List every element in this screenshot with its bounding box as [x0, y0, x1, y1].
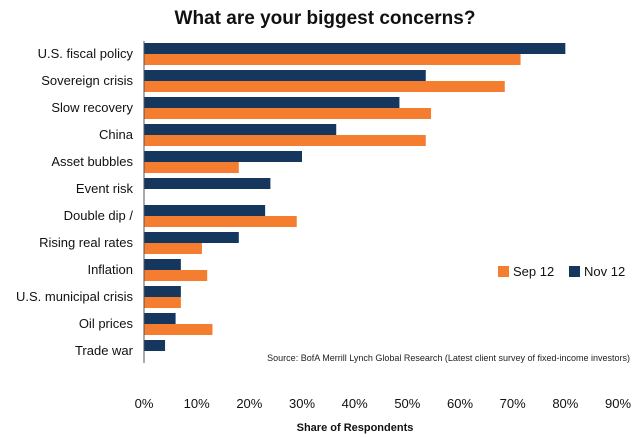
category-labels: U.S. fiscal policy Sovereign crisis Slow r…	[16, 46, 134, 358]
bar-nov-12-rising-real-rates	[144, 232, 239, 243]
category-label-slow-recovery: Slow recovery	[51, 100, 133, 115]
bar-sep-12-rising-real-rates	[144, 243, 202, 254]
bar-sep-12-china	[144, 135, 426, 146]
category-label-trade-war: Trade war	[75, 343, 134, 358]
legend: Sep 12 Nov 12	[498, 264, 625, 279]
bar-sep-12-u-s-municipal-crisis	[144, 297, 181, 308]
legend-label-sep-12: Sep 12	[513, 264, 554, 279]
category-label-double-dip: Double dip /	[64, 208, 134, 223]
x-tick-70: 70%	[500, 396, 526, 411]
bar-nov-12-inflation	[144, 259, 181, 270]
legend-label-nov-12: Nov 12	[584, 264, 625, 279]
bar-nov-12-u-s-municipal-crisis	[144, 286, 181, 297]
category-label-event-risk: Event risk	[76, 181, 134, 196]
source-note: Source: BofA Merrill Lynch Global Resear…	[267, 353, 630, 363]
x-tick-60: 60%	[447, 396, 473, 411]
bar-nov-12-double-dip	[144, 205, 266, 216]
category-label-oil-prices: Oil prices	[79, 316, 134, 331]
bar-sep-12-asset-bubbles	[144, 162, 239, 173]
category-label-rising-real-rates: Rising real rates	[39, 235, 133, 250]
category-label-u-s-municipal-crisis: U.S. municipal crisis	[16, 289, 134, 304]
bar-nov-12-slow-recovery	[144, 97, 400, 108]
x-axis-title: Share of Respondents	[297, 422, 414, 434]
category-label-asset-bubbles: Asset bubbles	[51, 154, 133, 169]
legend-swatch-nov-12	[569, 266, 580, 277]
bar-sep-12-oil-prices	[144, 324, 213, 335]
x-tick-20: 20%	[236, 396, 262, 411]
category-label-inflation: Inflation	[87, 262, 133, 277]
bar-sep-12-inflation	[144, 270, 208, 281]
bar-sep-12-u-s-fiscal-policy	[144, 54, 521, 65]
bar-nov-12-oil-prices	[144, 313, 176, 324]
x-tick-10: 10%	[184, 396, 210, 411]
x-tick-30: 30%	[289, 396, 315, 411]
bar-sep-12-slow-recovery	[144, 108, 432, 119]
x-tick-80: 80%	[552, 396, 578, 411]
bar-sep-12-sovereign-crisis	[144, 81, 505, 92]
x-tick-40: 40%	[342, 396, 368, 411]
bar-sep-12-double-dip	[144, 216, 297, 227]
bar-nov-12-event-risk	[144, 178, 271, 189]
x-axis-ticks: 0% 10% 20% 30% 40% 50% 60% 70% 80% 90%	[135, 396, 632, 411]
category-label-sovereign-crisis: Sovereign crisis	[41, 73, 133, 88]
chart-title: What are your biggest concerns?	[175, 8, 476, 29]
bar-nov-12-sovereign-crisis	[144, 70, 426, 81]
category-label-u-s-fiscal-policy: U.S. fiscal policy	[38, 46, 134, 61]
bar-nov-12-trade-war	[144, 340, 166, 351]
legend-swatch-sep-12	[498, 266, 509, 277]
bars-layer	[144, 43, 566, 351]
category-label-china: China	[99, 127, 134, 142]
x-tick-0: 0%	[135, 396, 154, 411]
bar-nov-12-asset-bubbles	[144, 151, 302, 162]
bar-nov-12-u-s-fiscal-policy	[144, 43, 566, 54]
bar-nov-12-china	[144, 124, 337, 135]
x-tick-90: 90%	[605, 396, 631, 411]
x-tick-50: 50%	[394, 396, 420, 411]
